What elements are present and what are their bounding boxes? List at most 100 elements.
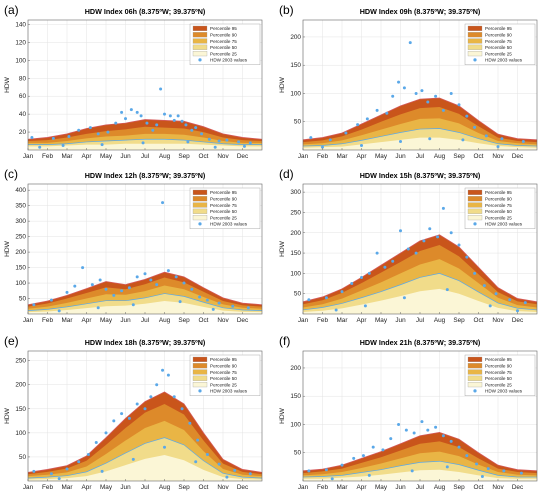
legend-swatch bbox=[467, 382, 483, 388]
scatter-point bbox=[166, 373, 170, 377]
scatter-point bbox=[233, 468, 237, 472]
scatter-point bbox=[445, 288, 449, 292]
scatter-point bbox=[309, 136, 313, 140]
scatter-point bbox=[178, 300, 182, 304]
chart-panel: (d) HDW Index 15h (8.375ºW; 39.375ºN) 50 10… bbox=[279, 167, 538, 324]
legend-label: Percentile 75 bbox=[210, 370, 237, 375]
y-tick-label: 100 bbox=[15, 280, 26, 287]
x-tick-label: Jan bbox=[298, 317, 309, 324]
x-tick-label: Mar bbox=[61, 317, 73, 324]
scatter-point bbox=[422, 239, 426, 243]
panel-letter: (b) bbox=[279, 3, 294, 17]
legend-swatch bbox=[192, 356, 208, 362]
scatter-point bbox=[104, 431, 108, 435]
scatter-point bbox=[135, 402, 139, 406]
x-tick-label: Sep bbox=[453, 153, 465, 160]
median-line bbox=[302, 460, 537, 478]
x-tick-label: Mar bbox=[336, 317, 348, 324]
legend-swatch bbox=[192, 215, 208, 221]
x-tick-label: Feb bbox=[317, 484, 328, 491]
scatter-point bbox=[225, 475, 229, 479]
scatter-point bbox=[205, 453, 209, 457]
x-tick-label: Jul bbox=[141, 484, 149, 491]
scatter-point bbox=[324, 468, 328, 472]
chart-panel: (b) HDW Index 09h (8.375ºW; 39.375ºN) 50 10… bbox=[279, 3, 538, 160]
chart-title: HDW Index 06h (8.375ºW; 39.375ºN) bbox=[85, 7, 206, 16]
x-tick-label: May bbox=[100, 484, 113, 491]
chart-panel: (c) HDW Index 12h (8.375ºW; 39.375ºN) 50 10… bbox=[4, 167, 263, 324]
scatter-point bbox=[207, 137, 211, 141]
median-line bbox=[27, 437, 263, 479]
scatter-point bbox=[188, 421, 192, 425]
scatter-point bbox=[365, 117, 369, 121]
legend-swatch bbox=[467, 208, 483, 214]
scatter-point bbox=[65, 467, 69, 471]
y-tick-label: 50 bbox=[294, 119, 302, 126]
legend-label: Percentile 75 bbox=[485, 39, 512, 44]
x-tick-label: Jun bbox=[120, 153, 131, 160]
scatter-point bbox=[496, 145, 500, 149]
scatter-point bbox=[65, 290, 69, 294]
legend-label: Percentile 75 bbox=[485, 370, 512, 375]
scatter-point bbox=[428, 227, 432, 231]
scatter-point bbox=[32, 303, 36, 307]
legend-label: Percentile 50 bbox=[485, 209, 512, 214]
x-tick-label: Dec bbox=[512, 153, 524, 160]
x-tick-label: Jul bbox=[416, 484, 424, 491]
legend-swatch bbox=[467, 189, 483, 195]
panel-letter: (f) bbox=[279, 334, 290, 348]
legend-swatch bbox=[192, 189, 208, 195]
chart-panel: (e) HDW Index 18h (8.375ºW; 39.375ºN) 50 10… bbox=[4, 334, 263, 491]
scatter-point bbox=[445, 465, 449, 469]
x-tick-label: Apr bbox=[357, 317, 368, 324]
scatter-point bbox=[399, 229, 402, 233]
x-tick-label: Aug bbox=[159, 484, 171, 491]
scatter-point bbox=[180, 119, 184, 123]
y-axis-label: HDW bbox=[279, 407, 286, 424]
y-tick-label: 350 bbox=[15, 203, 26, 210]
scatter-point bbox=[420, 89, 424, 93]
y-tick-label: 100 bbox=[15, 57, 26, 64]
legend-swatch bbox=[467, 51, 483, 57]
legend-label: Percentile 50 bbox=[485, 376, 512, 381]
legend-swatch bbox=[467, 202, 483, 208]
legend-scatter-marker bbox=[473, 389, 477, 393]
x-tick-label: Dec bbox=[237, 484, 249, 491]
x-tick-label: Feb bbox=[317, 153, 328, 160]
scatter-point bbox=[367, 271, 371, 275]
scatter-point bbox=[457, 445, 461, 449]
scatter-point bbox=[383, 265, 387, 269]
legend-swatch bbox=[467, 38, 483, 44]
scatter-point bbox=[145, 121, 149, 125]
scatter-point bbox=[473, 125, 477, 129]
legend-swatch bbox=[467, 44, 483, 50]
scatter-point bbox=[360, 275, 363, 279]
scatter-point bbox=[81, 266, 85, 270]
x-tick-label: Jan bbox=[23, 484, 34, 491]
y-tick-label: 50 bbox=[294, 450, 302, 457]
scatter-point bbox=[414, 91, 418, 95]
legend-swatch bbox=[192, 44, 208, 50]
x-tick-label: Nov bbox=[492, 153, 504, 160]
x-tick-label: Sep bbox=[453, 317, 465, 324]
scatter-point bbox=[406, 247, 410, 251]
median-line bbox=[28, 138, 262, 145]
scatter-point bbox=[112, 293, 116, 297]
legend-swatch bbox=[467, 196, 483, 202]
legend-label: Percentile 95 bbox=[210, 190, 237, 195]
legend-label: Percentile 95 bbox=[210, 26, 237, 31]
x-tick-label: Oct bbox=[474, 484, 484, 491]
x-tick-label: May bbox=[100, 153, 113, 160]
x-tick-label: Aug bbox=[159, 317, 171, 324]
scatter-point bbox=[225, 138, 229, 142]
scatter-point bbox=[399, 140, 402, 144]
legend-swatch bbox=[192, 202, 208, 208]
scatter-point bbox=[521, 140, 525, 144]
chart-title: HDW Index 21h (8.375ºW; 39.375ºN) bbox=[360, 338, 481, 347]
y-tick-label: 400 bbox=[15, 187, 26, 194]
scatter-point bbox=[104, 287, 108, 291]
legend-label: Percentile 90 bbox=[210, 197, 237, 202]
legend-swatch bbox=[467, 363, 483, 369]
scatter-point bbox=[480, 474, 484, 478]
median-line bbox=[302, 128, 538, 147]
